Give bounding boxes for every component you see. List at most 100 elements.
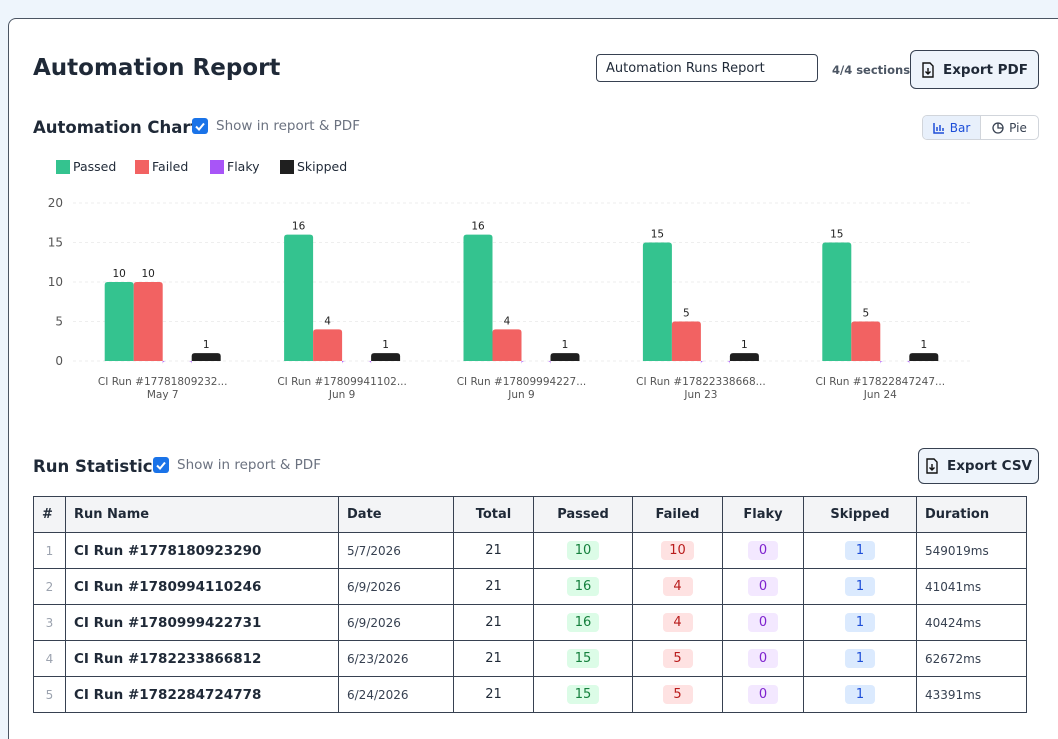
bar — [492, 329, 522, 361]
column-header: Run Name — [65, 496, 339, 533]
data-label: 16 — [471, 221, 485, 233]
checkbox[interactable] — [192, 118, 208, 134]
table-cell: 5 — [632, 640, 723, 677]
table-cell: 10 — [632, 532, 723, 569]
table-cell: 41041ms — [916, 568, 1027, 605]
legend-item: Failed — [135, 159, 188, 174]
table-toggle[interactable]: Show in report & PDF — [153, 457, 321, 473]
table-cell: CI Run #1782233866812 — [65, 640, 339, 677]
download-icon — [926, 458, 938, 474]
table-cell: 0 — [722, 676, 804, 713]
count-badge: 0 — [748, 685, 778, 704]
export-pdf-button[interactable]: Export PDF — [910, 50, 1039, 89]
column-header: Failed — [632, 496, 723, 533]
x-tick-label: CI Run #17809994227... — [457, 376, 587, 388]
column-header: # — [33, 496, 66, 533]
table-cell: CI Run #1782284724778 — [65, 676, 339, 713]
chart-section-title: Automation Chart — [33, 118, 199, 137]
column-header: Skipped — [803, 496, 917, 533]
table-cell: 21 — [453, 640, 534, 677]
legend-swatch — [56, 159, 70, 174]
legend-label: Skipped — [297, 159, 348, 174]
bar-icon — [932, 122, 944, 134]
table-cell: 2 — [33, 568, 66, 605]
run-table: # Run Name Date Total Passed Failed Flaky Skipp… — [33, 496, 1027, 713]
table-row: 3 CI Run #1780999422731 6/9/2026 21 16 4 0 1 404… — [33, 604, 1027, 641]
table-cell: 6/9/2026 — [338, 568, 454, 605]
bar-mode-label: Bar — [949, 120, 971, 135]
data-label: 5 — [862, 308, 869, 320]
x-tick-date: Jun 24 — [863, 389, 897, 401]
table-cell: 1 — [33, 532, 66, 569]
table-cell: 4 — [632, 604, 723, 641]
bar-mode[interactable]: Bar — [923, 116, 981, 139]
x-tick-label: CI Run #17822847247... — [816, 376, 946, 388]
bar — [550, 353, 580, 361]
data-label: 10 — [113, 268, 126, 280]
export-csv-button[interactable]: Export CSV — [918, 448, 1039, 484]
bar — [671, 321, 701, 361]
bar — [463, 234, 493, 361]
x-tick-label: CI Run #17809941102... — [277, 376, 407, 388]
table-cell: 4 — [33, 640, 66, 677]
x-tick-label: CI Run #17822338668... — [636, 376, 766, 388]
table-cell: 1 — [803, 568, 917, 605]
table-cell: 21 — [453, 532, 534, 569]
checkbox[interactable] — [153, 457, 169, 473]
legend-item: Flaky — [210, 159, 260, 174]
table-row: 1 CI Run #1778180923290 5/7/2026 21 10 10 0 1 54… — [33, 532, 1027, 569]
table-cell: 0 — [722, 568, 804, 605]
count-badge: 1 — [845, 649, 875, 668]
x-tick-date: Jun 9 — [328, 389, 355, 401]
data-label: 1 — [741, 339, 748, 351]
x-tick-label: CI Run #17781809232... — [98, 376, 228, 388]
export-pdf-label: Export PDF — [942, 61, 1028, 78]
table-cell: 1 — [803, 532, 917, 569]
table-cell: 0 — [722, 604, 804, 641]
count-badge: 0 — [748, 613, 778, 632]
y-tick-label: 10 — [48, 275, 63, 289]
count-badge: 16 — [566, 577, 600, 596]
toggle-label: Show in report & PDF — [216, 118, 360, 134]
legend-label: Flaky — [227, 159, 260, 174]
count-badge: 0 — [748, 649, 778, 668]
count-badge: 1 — [845, 685, 875, 704]
pie-icon — [992, 121, 1004, 134]
table-cell: 16 — [533, 568, 633, 605]
bar — [284, 234, 314, 361]
pie-mode[interactable]: Pie — [981, 116, 1038, 139]
chart-mode-toggle: Bar Pie — [922, 115, 1039, 140]
table-cell: 6/9/2026 — [338, 604, 454, 641]
table-cell: 5 — [632, 676, 723, 713]
data-label: 15 — [651, 229, 664, 241]
count-badge: 4 — [662, 613, 693, 632]
count-badge: 0 — [748, 577, 778, 596]
count-badge: 10 — [661, 541, 694, 560]
table-cell: 6/24/2026 — [338, 676, 454, 713]
header-row: # Run Name Date Total Passed Failed Flaky Skipp… — [33, 496, 1027, 533]
x-tick-date: Jun 23 — [683, 389, 717, 401]
legend-label: Passed — [73, 159, 117, 174]
data-label: 4 — [504, 315, 511, 327]
report-name-input[interactable]: Automation Runs Report — [596, 54, 818, 82]
y-tick-label: 0 — [55, 354, 63, 368]
sections-count: 4/4 sections — [832, 63, 911, 77]
legend-swatch — [280, 159, 294, 174]
y-tick-label: 5 — [55, 315, 63, 329]
table-cell: 40424ms — [916, 604, 1027, 641]
table-cell: 15 — [533, 640, 633, 677]
table-row: 4 CI Run #1782233866812 6/23/2026 21 15 5 0 1 62… — [33, 640, 1027, 677]
data-label: 1 — [203, 339, 210, 351]
bar — [642, 242, 672, 361]
count-badge: 1 — [845, 613, 875, 632]
table-cell: 1 — [803, 640, 917, 677]
table-cell: 62672ms — [916, 640, 1027, 677]
chart-toggle[interactable]: Show in report & PDF — [192, 118, 360, 134]
bar — [851, 321, 881, 361]
table-cell: 16 — [533, 604, 633, 641]
report-title: Automation Report — [33, 55, 281, 81]
table-cell: 4 — [632, 568, 723, 605]
table-cell: CI Run #1780994110246 — [65, 568, 339, 605]
